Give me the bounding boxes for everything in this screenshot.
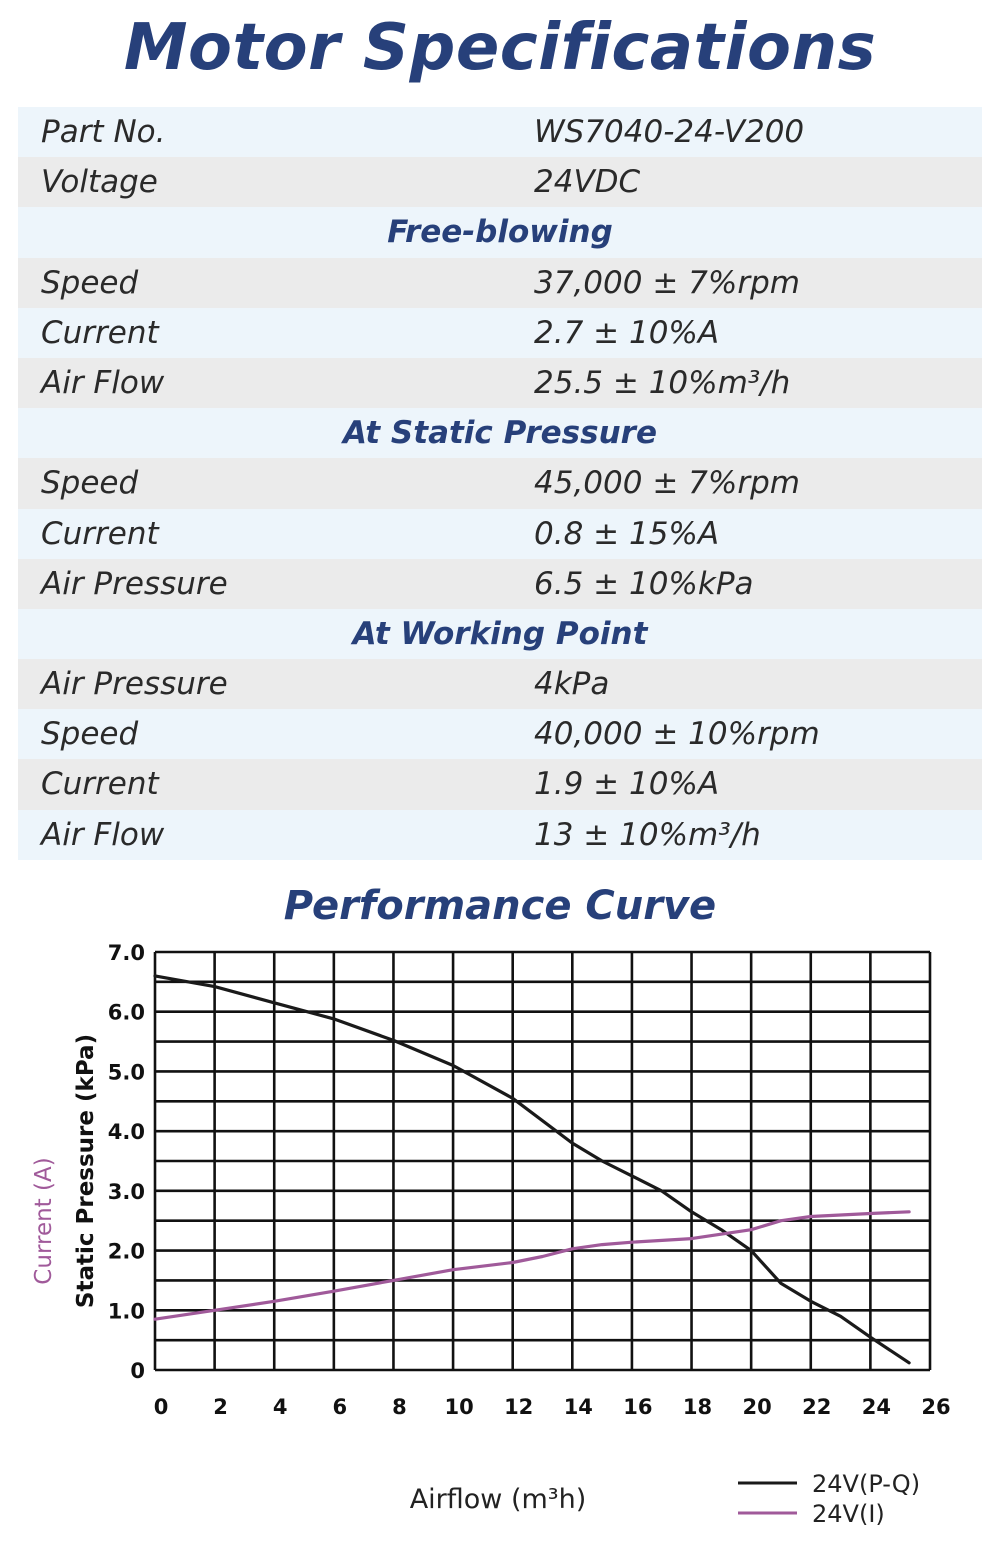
spec-row: Speed 40,000 ± 10%rpm — [18, 709, 982, 760]
spec-row: Current 0.8 ± 15%A — [18, 508, 982, 559]
x-tick-label: 4 — [273, 1395, 288, 1419]
spec-value: 13 ± 10%m³/h — [534, 816, 761, 853]
spec-value: 0.8 ± 15%A — [534, 515, 720, 552]
spec-label: Air Pressure — [41, 666, 228, 703]
spec-label: Current — [41, 314, 159, 351]
spec-table: Part No. WS7040-24-V200 Voltage 24VDC Free-b… — [18, 107, 982, 860]
x-tick-label: 18 — [683, 1395, 712, 1419]
y-tick-label: 2.0 — [108, 1240, 145, 1264]
spec-value: 45,000 ± 7%rpm — [534, 465, 800, 502]
series-line-0 — [153, 974, 911, 1365]
x-tick-label: 24 — [862, 1395, 891, 1419]
x-tick-label: 20 — [743, 1395, 772, 1419]
x-axis-label: Airflow (m³h) — [410, 1484, 587, 1515]
spec-value: 6.5 ± 10%kPa — [534, 565, 754, 602]
spec-value: 37,000 ± 7%rpm — [534, 264, 800, 301]
spec-label: Current — [41, 766, 159, 803]
y-tick-label: 6.0 — [108, 1001, 145, 1025]
x-tick-label: 10 — [444, 1395, 473, 1419]
series-line-1 — [153, 1210, 911, 1321]
x-tick-label: 2 — [213, 1395, 228, 1419]
y-tick-label: 4.0 — [108, 1120, 145, 1144]
x-tick-label: 16 — [623, 1395, 652, 1419]
page-title: Motor Specifications — [123, 11, 877, 85]
spec-label: Speed — [41, 465, 139, 502]
spec-row: Voltage 24VDC — [18, 157, 982, 208]
x-tick-label: 12 — [504, 1395, 533, 1419]
x-tick-label: 0 — [154, 1395, 169, 1419]
x-tick-label: 26 — [921, 1395, 950, 1419]
spec-row: Part No. WS7040-24-V200 — [18, 107, 982, 158]
y-axis-ticks: 0 1.0 2.0 3.0 4.0 5.0 6.0 7.0 — [108, 941, 145, 1383]
x-tick-label: 14 — [564, 1395, 593, 1419]
spec-label: Air Flow — [41, 364, 165, 401]
spec-row: Current 2.7 ± 10%A — [18, 307, 982, 358]
spec-value: 1.9 ± 10%A — [534, 766, 720, 803]
y-tick-label: 7.0 — [108, 941, 145, 965]
spec-value: 25.5 ± 10%m³/h — [534, 364, 791, 401]
y-tick-label: 0 — [130, 1359, 145, 1383]
section-header: At Static Pressure — [18, 408, 982, 459]
spec-label: Voltage — [41, 164, 158, 201]
chart-grid — [153, 950, 932, 1372]
spec-row: Air Pressure 6.5 ± 10%kPa — [18, 558, 982, 609]
chart-title: Performance Curve — [283, 883, 717, 929]
spec-row: Air Flow 25.5 ± 10%m³/h — [18, 357, 982, 409]
chart-series — [153, 974, 911, 1365]
spec-row: Current 1.9 ± 10%A — [18, 759, 982, 810]
y-axis-label: Static Pressure (kPa) — [73, 1034, 99, 1308]
y-tick-label: 5.0 — [108, 1060, 145, 1084]
spec-value: 24VDC — [534, 164, 641, 201]
spec-row: Air Pressure 4kPa — [18, 659, 982, 710]
legend-label: 24V(P-Q) — [812, 1470, 920, 1498]
spec-row: Air Flow 13 ± 10%m³/h — [18, 809, 982, 860]
chart-legend: 24V(P-Q)24V(I) — [738, 1470, 920, 1528]
y-tick-label: 1.0 — [108, 1299, 145, 1323]
spec-label: Part No. — [41, 114, 166, 150]
spec-label: Current — [41, 515, 159, 552]
spec-value: 4kPa — [534, 666, 610, 703]
x-tick-label: 22 — [802, 1395, 831, 1419]
y-axis-secondary-label: Current (A) — [31, 1157, 57, 1284]
spec-label: Speed — [41, 716, 139, 753]
legend-label: 24V(I) — [812, 1500, 885, 1528]
spec-value: 40,000 ± 10%rpm — [534, 716, 820, 753]
x-tick-label: 6 — [333, 1395, 348, 1419]
section-header: Free-blowing — [18, 207, 982, 258]
spec-label: Air Flow — [41, 816, 165, 853]
y-tick-label: 3.0 — [108, 1180, 145, 1204]
spec-label: Speed — [41, 264, 139, 301]
spec-row: Speed 45,000 ± 7%rpm — [18, 458, 982, 509]
spec-row: Speed 37,000 ± 7%rpm — [18, 257, 982, 308]
spec-label: Air Pressure — [41, 565, 228, 602]
spec-value: 2.7 ± 10%A — [534, 314, 720, 351]
spec-value: WS7040-24-V200 — [534, 114, 805, 150]
performance-chart: 01.02.03.04.05.06.07.0 0 2 4 6 8 10 12 14 16 18 20… — [31, 941, 951, 1528]
x-axis-ticks: 0 2 4 6 8 10 12 14 16 18 20 22 24 26 — [154, 1395, 951, 1419]
section-header: At Working Point — [18, 608, 982, 660]
x-tick-label: 8 — [392, 1395, 407, 1419]
